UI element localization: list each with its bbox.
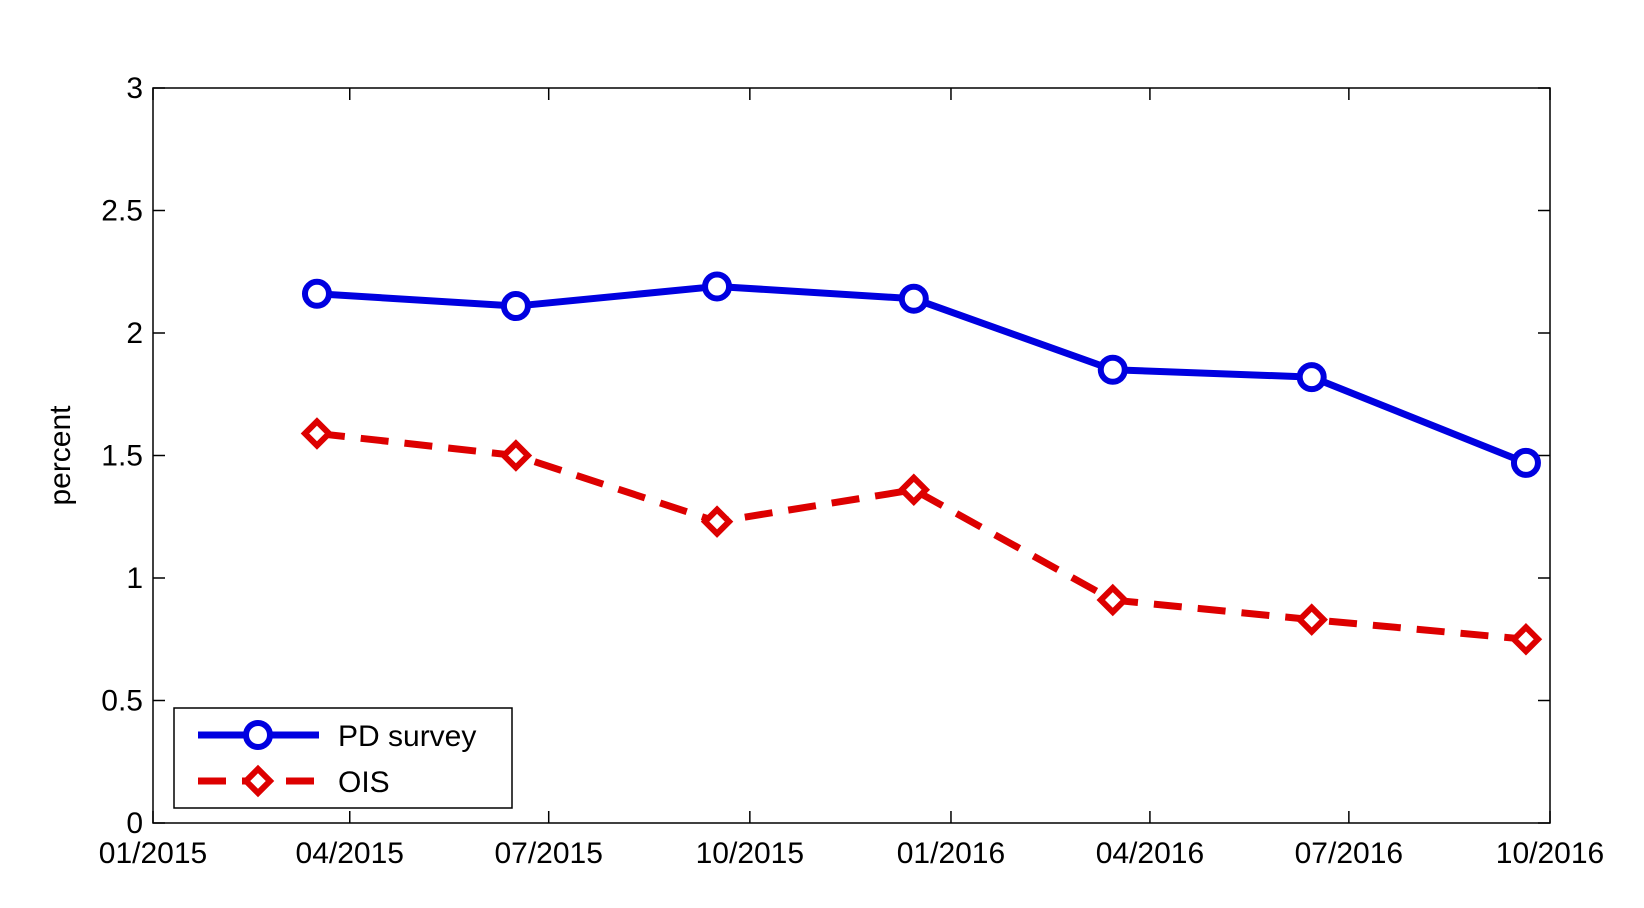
- x-tick-label: 04/2015: [296, 837, 404, 870]
- series-2-point: [1295, 603, 1328, 636]
- y-axis-label: percent: [44, 405, 77, 506]
- y-tick-label: 1: [126, 562, 143, 595]
- x-tick-label: 07/2016: [1295, 837, 1403, 870]
- series-layer: [300, 271, 1543, 656]
- y-tick-label: 1.5: [101, 440, 143, 473]
- legend-swatch-marker: [241, 764, 275, 798]
- y-tick-label: 0: [126, 807, 143, 840]
- series-1-point: [1510, 447, 1541, 478]
- y-tick-label: 0.5: [101, 685, 143, 718]
- y-tick-label: 3: [126, 72, 143, 105]
- series-2-point: [1509, 623, 1543, 656]
- plot-area: [152, 87, 1551, 824]
- series-2-point: [1096, 583, 1129, 617]
- legend-swatch-marker: [243, 720, 273, 750]
- x-tick-label: 01/2016: [897, 837, 1005, 870]
- series-2: [300, 417, 1543, 656]
- series-2-point: [897, 473, 931, 507]
- legend-label: PD survey: [338, 720, 476, 753]
- series-1-point: [1097, 354, 1128, 385]
- series-1-point: [898, 283, 929, 314]
- x-tick-label: 01/2015: [99, 837, 207, 870]
- x-tick-label: 10/2016: [1496, 837, 1604, 870]
- series-1-point: [702, 271, 733, 302]
- x-tick-label: 07/2015: [494, 837, 602, 870]
- x-axis: 01/2015 04/2015 07/2015 10/2015 01/2016 04/20…: [99, 88, 1604, 870]
- y-tick-label: 2.5: [101, 195, 143, 228]
- x-tick-label: 10/2015: [696, 837, 804, 870]
- legend-label: OIS: [338, 766, 390, 799]
- series-2-point: [300, 417, 334, 450]
- x-tick-label: 04/2016: [1096, 837, 1204, 870]
- series-2-point: [499, 439, 533, 472]
- series-1-point: [301, 278, 332, 309]
- series-1-point: [500, 291, 531, 322]
- series-2-point: [700, 505, 734, 538]
- series-1-point: [1296, 362, 1327, 393]
- legend-box: [173, 707, 513, 809]
- y-axis: 0 0.5 1 1.5 2 2.5 3: [101, 72, 1550, 840]
- series-1: [301, 271, 1541, 478]
- legend: PD survey OIS: [173, 707, 513, 809]
- y-tick-label: 2: [126, 317, 143, 350]
